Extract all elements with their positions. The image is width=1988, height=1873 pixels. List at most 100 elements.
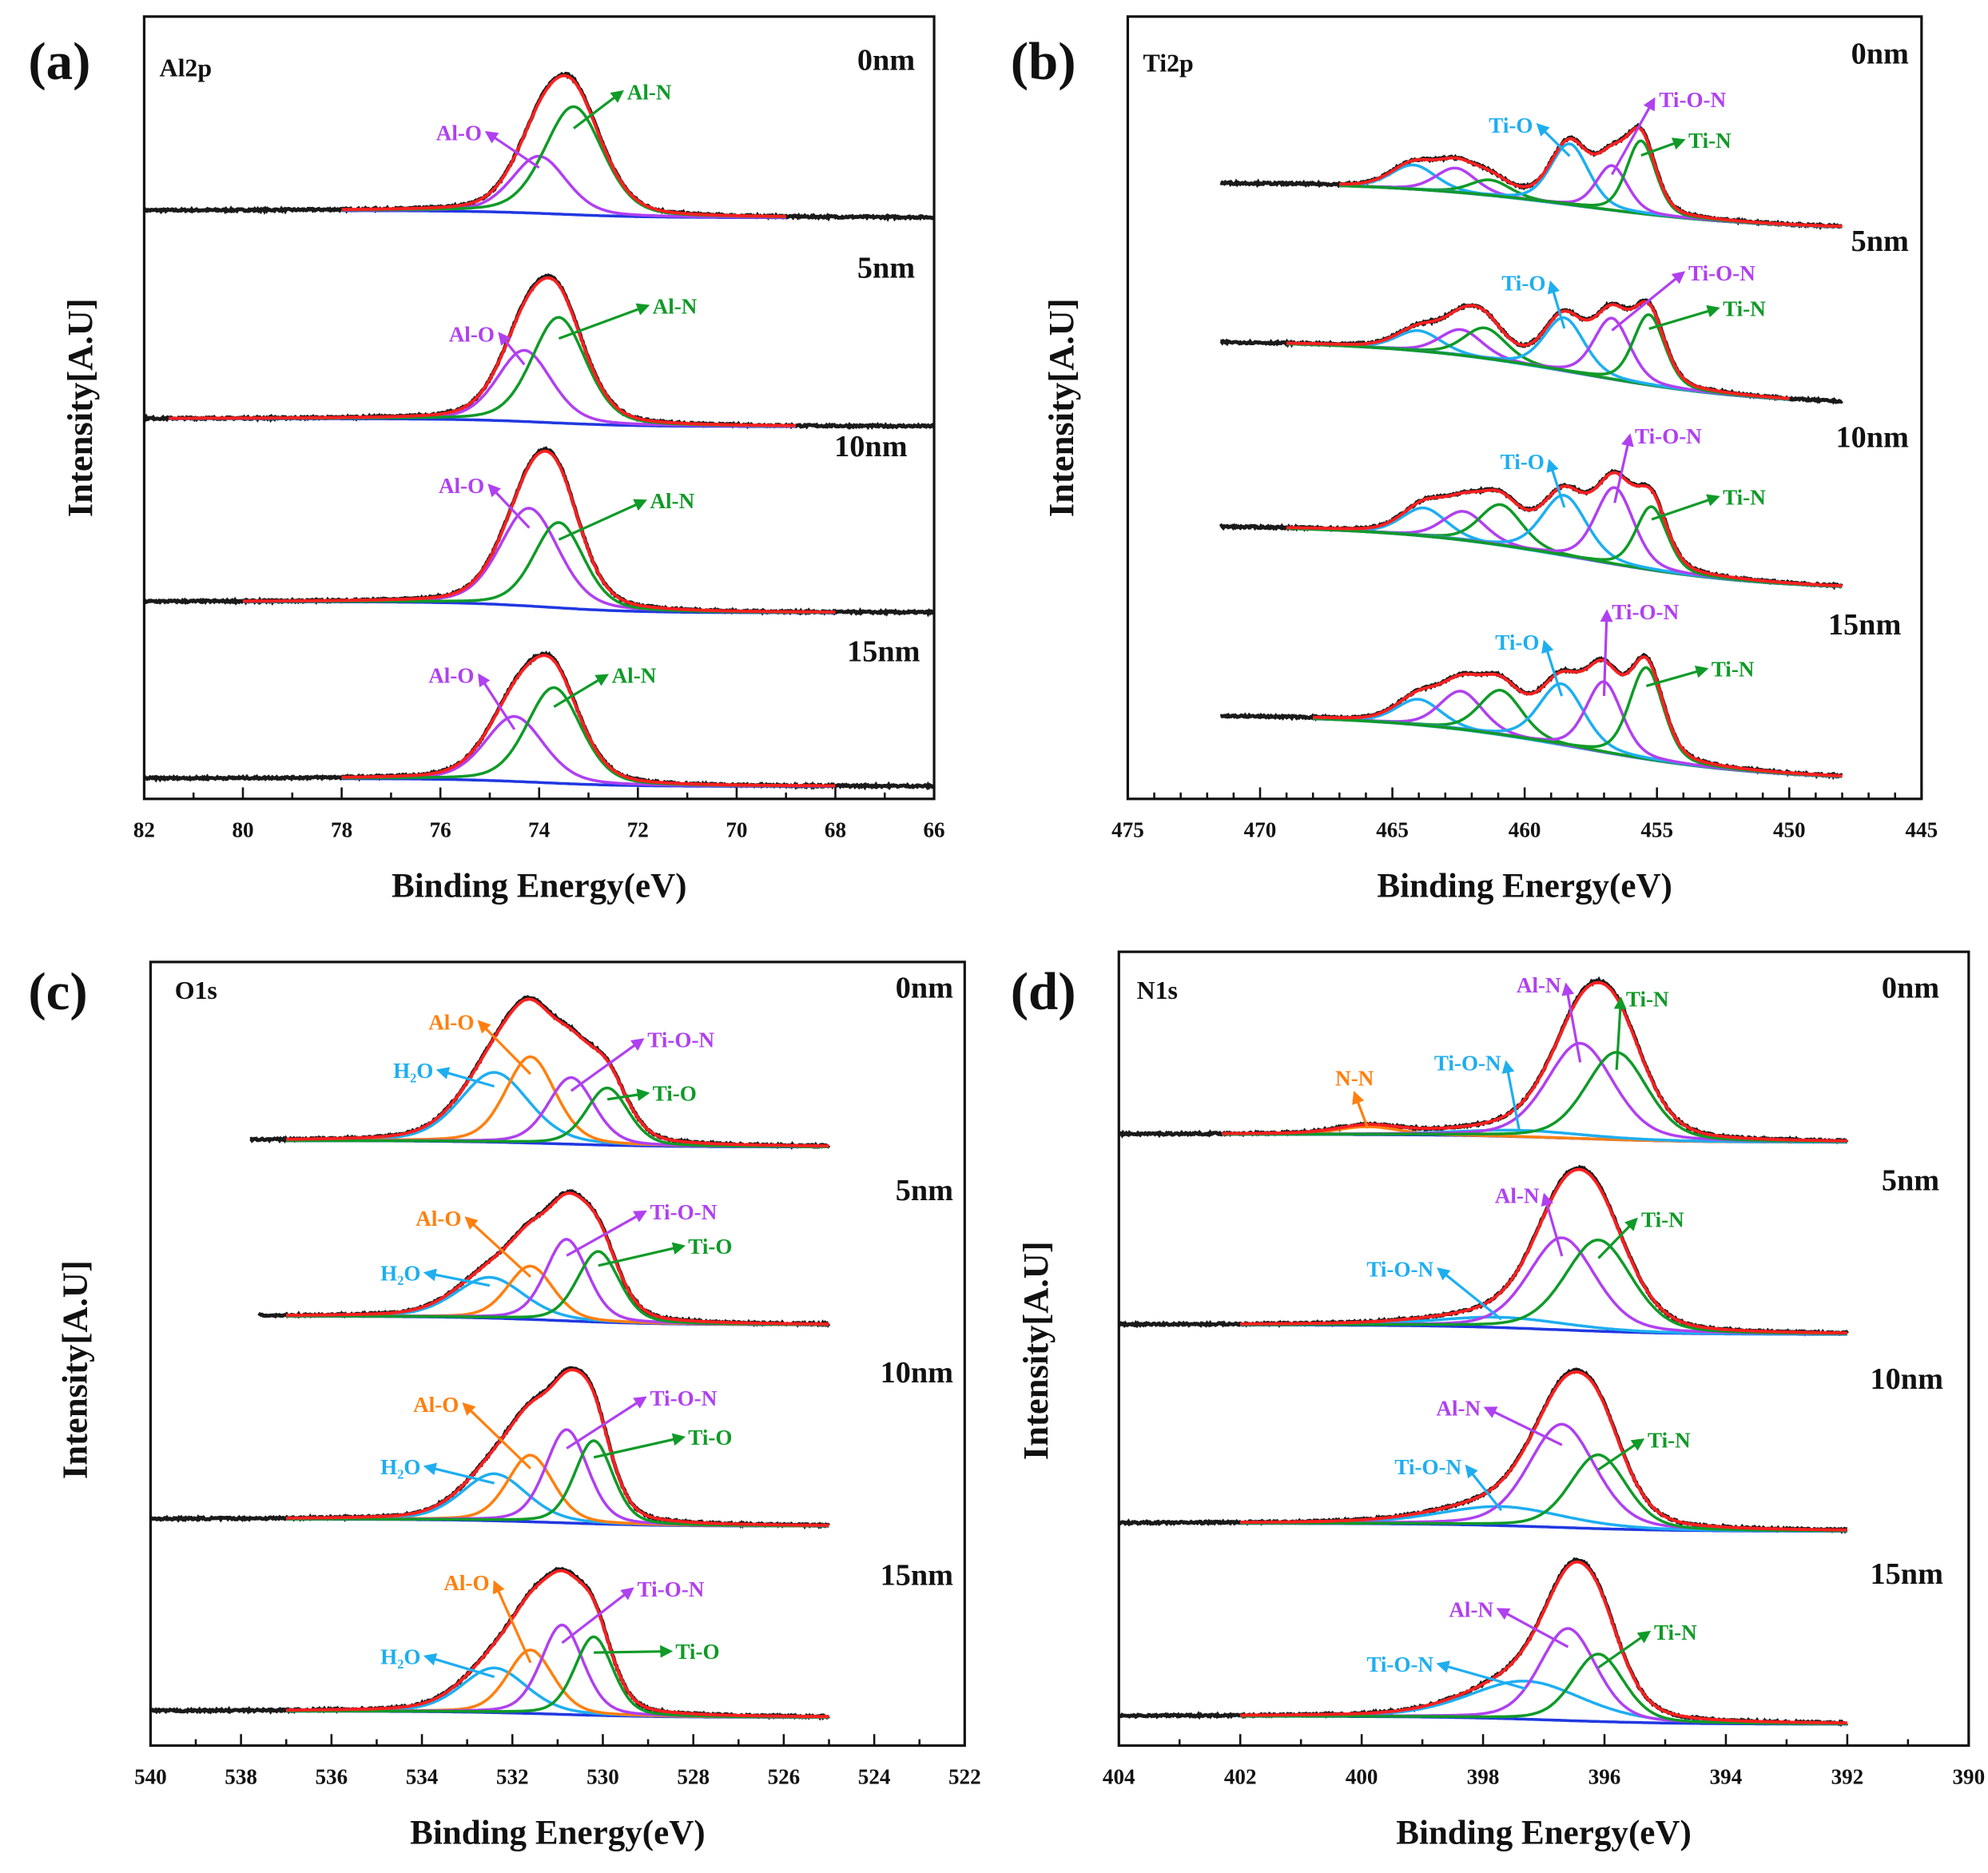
x-tick-label: 475 (1111, 818, 1144, 842)
annotation-arrow (573, 89, 624, 129)
x-tick-label: 522 (948, 1764, 981, 1788)
annotation-arrow (594, 1644, 674, 1658)
depth-label: 15nm (847, 635, 920, 669)
raw-spectrum-line (1119, 1557, 1849, 1728)
annotation-label: Ti-O-N (1366, 1652, 1433, 1676)
annotation-arrow (1613, 433, 1634, 503)
annotation-label: Al-N (1449, 1597, 1493, 1621)
spectrum-15nm (144, 650, 935, 791)
annotation-label: Ti-N (1648, 1428, 1691, 1452)
x-tick-label: 390 (1953, 1764, 1986, 1788)
annotation-label: Ti-O (1501, 272, 1545, 296)
spectrum-0nm (249, 994, 831, 1150)
x-tick-label: 76 (430, 818, 451, 842)
annotation-arrow (561, 1587, 634, 1644)
annotation-label: Ti-N (1688, 129, 1732, 153)
depth-label: 15nm (1828, 608, 1902, 642)
spectrum-10nm (1119, 1367, 1848, 1534)
annotation-arrow (1541, 1192, 1564, 1257)
x-axis-label: Binding Energy(eV) (1396, 1814, 1692, 1851)
depth-label: 0nm (1851, 38, 1909, 71)
annotation-arrow (1536, 123, 1571, 157)
annotation-label: Ti-O-N (1659, 88, 1726, 112)
depth-label: 15nm (881, 1559, 954, 1593)
x-tick-label: 400 (1346, 1764, 1378, 1788)
x-tick-label: 66 (924, 818, 945, 842)
annotation-label: Al-O (415, 1207, 461, 1231)
fit-envelope-line (286, 997, 829, 1147)
depth-label: 10nm (834, 430, 908, 463)
x-tick-label: 532 (496, 1764, 529, 1788)
annotation-arrow (598, 1242, 686, 1267)
annotation-arrow (1600, 609, 1613, 696)
annotation-arrow (1436, 1660, 1526, 1690)
raw-spectrum-line (144, 71, 935, 222)
annotation-arrow (558, 499, 647, 541)
x-axis-label: Binding Energy(eV) (410, 1814, 706, 1851)
annotation-label: Al-O (443, 1571, 489, 1595)
annotation-arrow (1613, 996, 1627, 1070)
component-peak-Ti-N (1240, 1239, 1847, 1335)
annotation-label: Ti-O-N (1612, 600, 1679, 624)
annotation-arrow (1597, 1217, 1638, 1259)
depth-label: 0nm (896, 972, 953, 1005)
x-tick-label: 70 (726, 818, 747, 842)
raw-spectrum-line (144, 650, 935, 791)
annotation-label: Ti-O (688, 1235, 732, 1259)
x-tick-label: 392 (1831, 1764, 1864, 1788)
x-tick-label: 470 (1244, 818, 1277, 842)
spectrum-5nm (144, 272, 935, 431)
annotation-label: Al-N (1436, 1397, 1481, 1421)
component-peak-Al-O (242, 507, 836, 614)
x-tick-label: 82 (133, 818, 155, 842)
panel-letter: (a) (28, 32, 90, 91)
core-level-title: Ti2p (1143, 49, 1194, 77)
x-tick-label: 455 (1640, 818, 1673, 842)
depth-label: 10nm (1871, 1362, 1944, 1396)
annotation-arrow (487, 483, 531, 529)
x-tick-label: 74 (528, 818, 551, 842)
depth-label: 5nm (896, 1174, 953, 1207)
core-level-title: O1s (175, 976, 217, 1004)
annotation-label: Ti-O (1495, 630, 1539, 654)
component-peak-Ti-O-2p1-2 (1313, 698, 1843, 778)
spectrum-10nm (144, 446, 935, 618)
spectrum-0nm (1119, 976, 1849, 1145)
annotation-arrow (462, 1402, 532, 1469)
spectrum-10nm (1219, 468, 1843, 591)
spectrum-0nm (1219, 122, 1843, 231)
depth-label: 10nm (1836, 421, 1910, 455)
fit-envelope-line (1339, 125, 1843, 229)
x-tick-label: 530 (586, 1764, 619, 1788)
x-axis-label: Binding Energy(eV) (392, 868, 687, 905)
annotation-arrow (553, 674, 609, 708)
fit-envelope-line (1240, 1167, 1847, 1335)
spectrum-5nm (1119, 1164, 1849, 1337)
annotation-label: Ti-N (1723, 296, 1766, 320)
component-peak-Ti-N (1286, 505, 1843, 588)
component-peak-Ti-O-N (286, 1623, 829, 1719)
fit-envelope-line (243, 449, 836, 614)
component-peak-Ti-O-N (1313, 680, 1843, 778)
background-line (1286, 527, 1843, 588)
y-axis-label: Intensity[A.U] (1016, 1241, 1056, 1460)
panel-c: H₂O Al-O Ti-O-N Ti-O 0nm H₂O Al-O Ti-O-N Ti-O 5nm… (28, 960, 981, 1851)
fit-envelope-line (341, 74, 786, 218)
annotation-label: Ti-O (1489, 113, 1533, 137)
annotation-label: Al-N (1495, 1183, 1540, 1207)
fit-envelope-line (1286, 300, 1790, 400)
annotation-label: Al-O (449, 322, 495, 346)
annotation-label: H₂O (380, 1455, 420, 1479)
spectrum-0nm (144, 71, 935, 222)
annotation-arrow (478, 673, 516, 730)
x-tick-label: 78 (331, 818, 352, 842)
annotation-label: Ti-O-N (650, 1386, 717, 1410)
annotation-label: Ti-N (1641, 1208, 1684, 1232)
annotation-arrow (1561, 982, 1582, 1063)
x-tick-label: 536 (316, 1764, 348, 1788)
core-level-title: N1s (1137, 976, 1178, 1004)
component-peak-Ti-N (1240, 1652, 1847, 1726)
annotation-arrow (558, 303, 650, 340)
x-tick-label: 524 (858, 1764, 891, 1788)
annotation-label: Ti-O-N (638, 1577, 705, 1601)
